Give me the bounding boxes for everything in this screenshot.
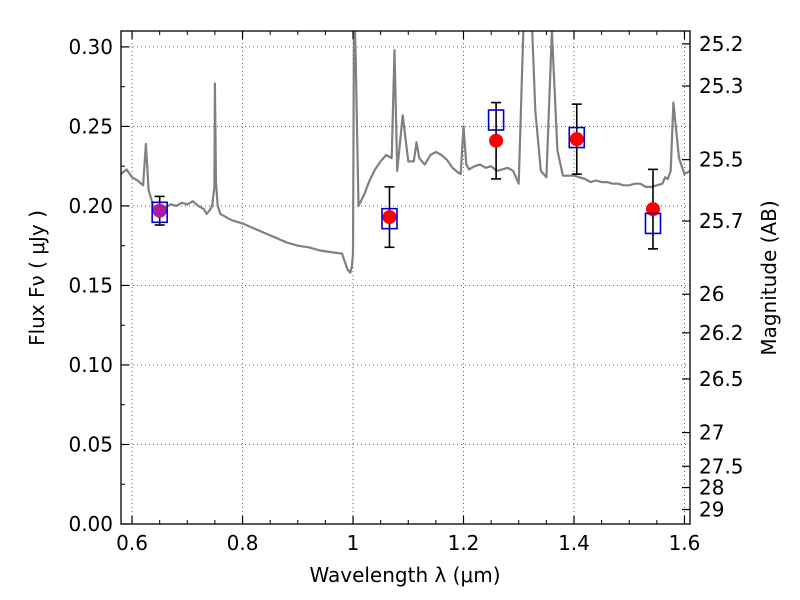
model-square [568,126,586,149]
magnitude-tick-label: 25.2 [699,32,744,56]
x-tick-labels: 0.6 0.8 1 1.2 1.4 1.6 [116,531,700,555]
model-squares [151,109,662,235]
model-square [644,212,662,235]
observed-point [569,132,584,147]
y-tick-label: 0.20 [68,194,113,218]
plot-area [121,31,690,274]
model-square [151,201,168,224]
y-tick-label: 0.15 [68,273,113,297]
observed-point [382,210,397,225]
overlap-point [152,203,167,218]
model-square [381,207,398,230]
magnitude-tick-label: 29 [699,498,724,522]
x-tick-label: 1.6 [669,531,701,555]
x-tick-label: 1.2 [448,531,480,555]
magnitude-tick-label: 26.2 [699,321,744,345]
grid [121,31,690,525]
x-axis-title: Wavelength λ (μm) [309,563,500,587]
x-tick-label: 0.6 [116,531,148,555]
magnitude-axis-title: Magnitude (AB) [757,200,781,355]
magnitude-tick-label: 25.7 [699,209,744,233]
model-spectrum-line [121,31,690,274]
y-tick-labels: 0.00 0.05 0.10 0.15 0.20 0.25 0.30 [68,35,113,536]
x-tick-label: 0.8 [227,531,259,555]
magnitude-tick-label: 27 [699,421,724,445]
magnitude-tick-label: 28 [699,476,724,500]
observed-points [152,132,660,225]
observed-point [489,133,504,148]
magnitude-tick-label: 26 [699,282,724,306]
axes-frame [120,30,691,525]
x-tick-label: 1 [347,531,360,555]
y-axis-title: Flux Fν ( μJy ) [25,210,49,346]
y-tick-label: 0.30 [68,35,113,59]
observed-point [645,202,660,217]
y-tick-label: 0.05 [68,432,113,456]
x-tick-label: 1.4 [558,531,590,555]
y-tick-label: 0.25 [68,114,113,138]
y-tick-label: 0.00 [68,512,113,536]
ticks [121,31,690,525]
magnitude-tick-label: 26.5 [699,367,744,391]
magnitude-tick-label: 25.5 [699,148,744,172]
model-square [487,109,505,131]
magnitude-tick-label: 27.5 [699,454,744,478]
error-bars [154,101,658,250]
magnitude-tick-label: 25.3 [699,74,744,98]
y-tick-label: 0.10 [68,353,113,377]
